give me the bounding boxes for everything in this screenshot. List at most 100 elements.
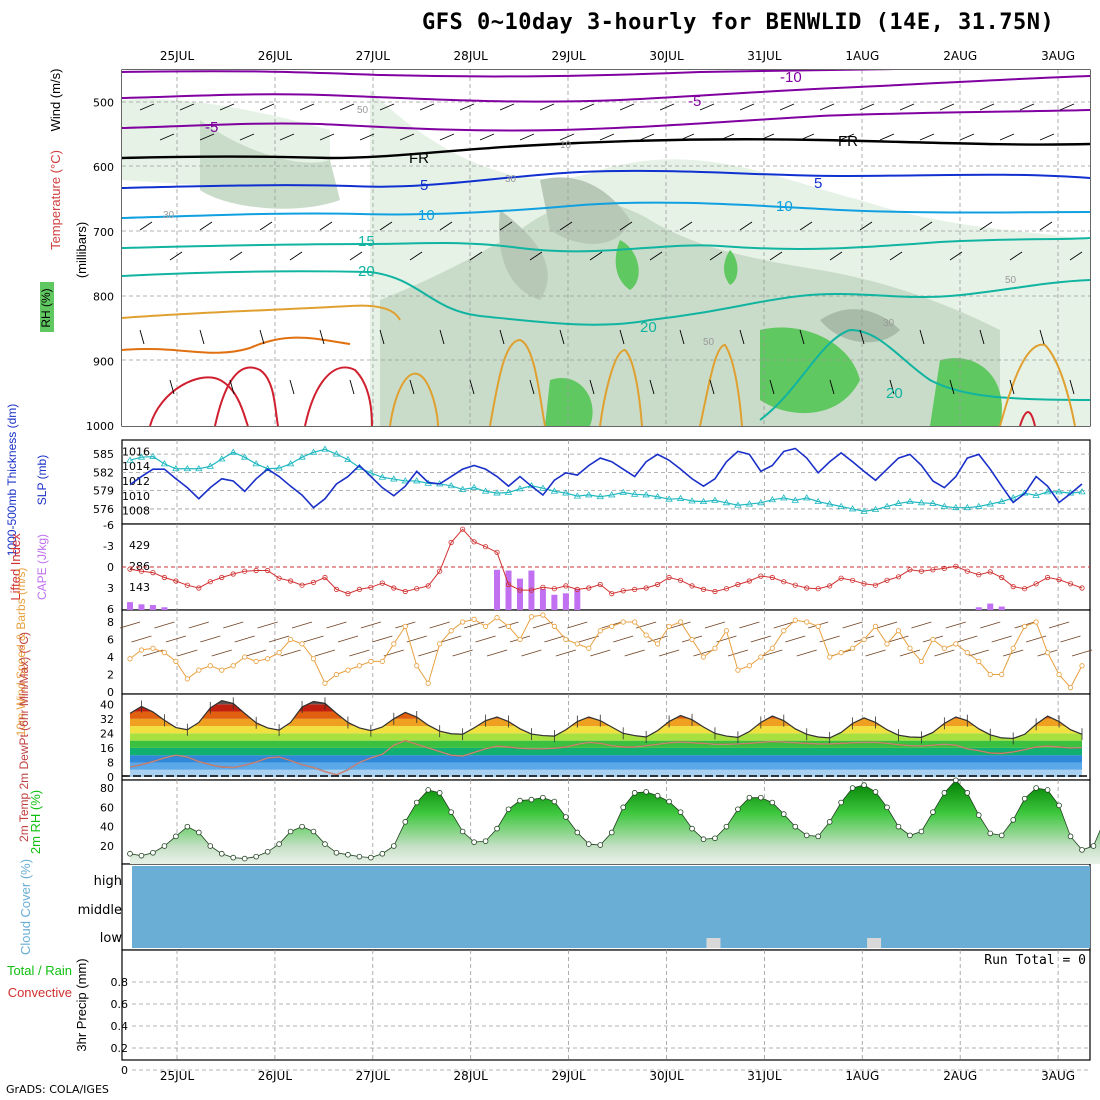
contour-label: 5: [420, 177, 428, 194]
contour-label: 5: [814, 175, 822, 192]
thickness-point: [1078, 488, 1086, 495]
date-label-bottom: 29JUL: [551, 1069, 586, 1083]
temp-line: [129, 699, 1083, 740]
thickness-point: [195, 464, 203, 472]
wind-barb: [555, 649, 576, 657]
thickness-point: [665, 495, 673, 502]
lifted-point: [448, 539, 454, 546]
date-label-top: 29JUL: [551, 49, 586, 63]
thickness-point: [619, 488, 627, 495]
thickness-point: [573, 492, 582, 499]
lifted-point: [712, 588, 718, 595]
rh-point: [1067, 833, 1074, 840]
lifted-label: Lifted Index: [8, 533, 23, 601]
thickness-point: [998, 497, 1006, 505]
wind-point: [941, 645, 947, 651]
wind-barb: [383, 649, 404, 657]
thickness-point: [585, 491, 593, 498]
wind-point: [746, 663, 752, 669]
pressure-tick: 500: [93, 96, 114, 109]
rh-point: [907, 832, 913, 839]
lifted-point: [1010, 583, 1016, 590]
lifted-point: [930, 567, 936, 573]
thickness-point: [1032, 491, 1040, 498]
lifted-point: [368, 584, 374, 590]
rh-point: [608, 829, 615, 836]
lifted-point: [872, 582, 879, 588]
wind-barb: [246, 649, 267, 657]
wind-point: [1056, 671, 1062, 678]
wind-tick: 2: [107, 669, 114, 682]
rh-point: [780, 811, 787, 817]
rh-point: [253, 853, 259, 860]
wind-point: [184, 676, 190, 682]
thickness-point: [642, 491, 650, 498]
contour-label: -5: [205, 119, 218, 136]
lifted-point: [391, 585, 397, 591]
rh-point: [356, 853, 363, 860]
thickness-point: [608, 491, 616, 498]
thickness-point: [871, 505, 880, 512]
lifted-point: [861, 581, 867, 587]
wind-barb: [968, 649, 989, 657]
rh-point: [964, 790, 971, 796]
thickness-point: [562, 489, 570, 496]
temp-band: [130, 762, 1082, 770]
thickness-point: [263, 464, 272, 472]
wind-barb: [934, 649, 955, 657]
cape-bar: [551, 594, 558, 610]
wind-point: [230, 663, 236, 669]
wind-point: [735, 667, 741, 673]
rh-point: [677, 809, 684, 815]
wind-point: [850, 645, 856, 651]
rh-point: [207, 843, 214, 849]
date-label-bottom: 30JUL: [649, 1069, 684, 1083]
wind-label: Wind (m/s): [48, 69, 63, 132]
thickness-point: [344, 455, 352, 463]
pressure-tick: 1000: [86, 420, 114, 433]
lifted-point: [219, 574, 225, 581]
rh-point: [769, 799, 776, 806]
lifted-point: [850, 577, 856, 583]
rh-point: [505, 806, 512, 813]
thickness-point: [963, 503, 972, 511]
wind-point: [425, 680, 431, 686]
wind-barb: [957, 635, 978, 643]
wind-point: [918, 658, 925, 664]
temp-tick: 0: [107, 771, 114, 784]
wind-point: [723, 628, 730, 634]
wind-point: [1010, 645, 1016, 651]
wind-barb: [188, 621, 209, 629]
lifted-point: [345, 590, 351, 597]
wind-point: [414, 663, 420, 669]
wind-barb: [337, 635, 359, 643]
lifted-point: [964, 568, 970, 574]
wind-tick: 4: [107, 651, 114, 664]
lifted-point: [758, 573, 764, 579]
rh-point: [368, 854, 374, 861]
wind-point: [310, 656, 317, 662]
cape-bar: [127, 602, 133, 610]
thickness-point: [252, 460, 260, 467]
temp-band: [130, 733, 1082, 741]
cape-tick: 429: [129, 539, 150, 552]
upper-air-contours: -10 -5 -5 FR FR 5 5 10 10 15 20 20 20 10 30 30 50 50 50 30: [122, 70, 1090, 426]
rh-point: [299, 823, 305, 830]
rh-tick: 20: [100, 840, 114, 853]
wind-barb: [1026, 635, 1047, 643]
wind-barb: [980, 621, 1001, 629]
wind-barb: [739, 621, 760, 629]
temperature-label: Temperature (°C): [48, 150, 63, 250]
thickness-point: [493, 489, 501, 496]
rh-point: [666, 798, 672, 805]
lifted-point: [242, 568, 248, 574]
thickness-point: [676, 494, 685, 501]
wind-barb: [406, 635, 427, 643]
wind-point: [781, 628, 787, 634]
wind-tick: 0: [107, 686, 114, 699]
thickness-point: [825, 500, 834, 507]
lifted-point: [528, 587, 535, 593]
contour-label: 15: [358, 233, 375, 250]
wind-point: [895, 628, 902, 634]
wind-point: [861, 636, 867, 643]
